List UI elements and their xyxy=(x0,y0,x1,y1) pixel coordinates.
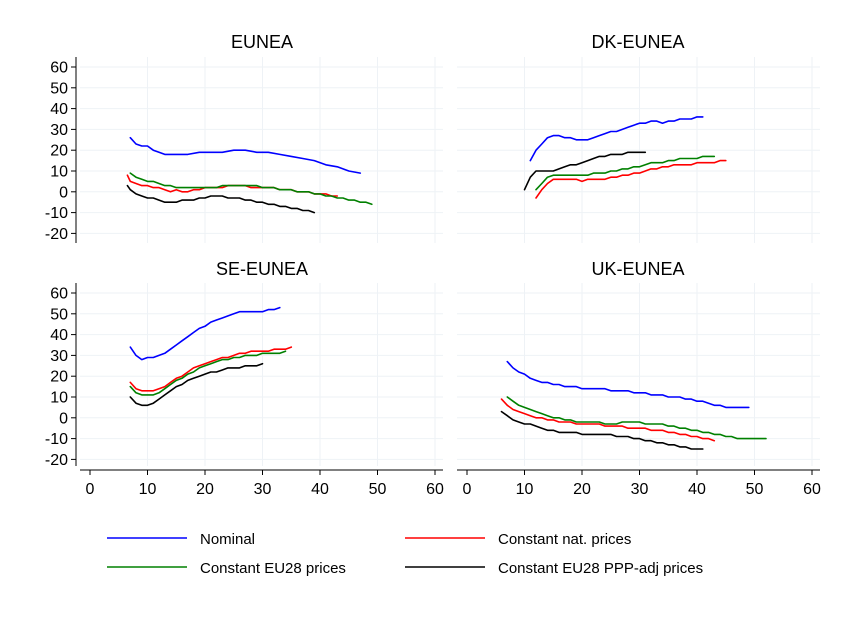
y-tick-label: 40 xyxy=(50,327,68,344)
legend-label: Nominal xyxy=(200,531,255,548)
legend-label: Constant EU28 prices xyxy=(200,560,346,577)
panel-title: UK-EUNEA xyxy=(591,259,684,279)
x-tick-label: 0 xyxy=(86,481,95,498)
legend-label: Constant nat. prices xyxy=(498,531,631,548)
x-tick-label: 50 xyxy=(746,481,764,498)
x-tick-label: 10 xyxy=(139,481,157,498)
y-tick-label: 50 xyxy=(50,306,68,323)
x-tick-label: 30 xyxy=(254,481,272,498)
y-tick-label: 20 xyxy=(50,143,68,160)
x-tick-label: 0 xyxy=(463,481,472,498)
x-tick-label: 30 xyxy=(631,481,649,498)
chart-panel: SE-EUNEA 60 50 40 30 20 10 0 -10 -20 0 10 20 30 40 50 60 xyxy=(45,259,444,498)
y-tick-label: 0 xyxy=(59,410,68,427)
y-tick-label: 60 xyxy=(50,60,68,77)
y-tick-label: 10 xyxy=(50,164,68,181)
panel-title: DK-EUNEA xyxy=(591,32,684,52)
legend-item: Constant nat. prices xyxy=(405,531,631,548)
y-tick-label: -20 xyxy=(45,226,68,243)
y-tick-label: 40 xyxy=(50,101,68,118)
chart-panel: EUNEA 60 50 40 30 20 10 0 -10 -20 xyxy=(45,32,443,243)
series-line xyxy=(129,306,281,361)
y-tick-label: -10 xyxy=(45,205,68,222)
series-line xyxy=(129,362,264,407)
chart-panel: DK-EUNEA xyxy=(457,32,820,243)
panel-title: SE-EUNEA xyxy=(216,259,308,279)
y-tick-label: 0 xyxy=(59,184,68,201)
series-line xyxy=(500,410,704,450)
series-line xyxy=(535,155,716,191)
series-line xyxy=(129,346,293,392)
x-tick-label: 10 xyxy=(516,481,534,498)
y-tick-label: -10 xyxy=(45,431,68,448)
legend-item: Nominal xyxy=(107,531,255,548)
x-tick-label: 20 xyxy=(573,481,591,498)
chart-panel: UK-EUNEA 0 10 20 30 40 50 60 xyxy=(457,259,821,498)
series-line xyxy=(129,172,373,206)
x-tick-label: 50 xyxy=(369,481,387,498)
x-tick-label: 20 xyxy=(196,481,214,498)
legend-item: Constant EU28 prices xyxy=(107,560,346,577)
series-line xyxy=(129,350,287,396)
y-tick-label: -20 xyxy=(45,452,68,469)
x-tick-label: 40 xyxy=(311,481,329,498)
y-tick-label: 30 xyxy=(50,348,68,365)
y-tick-label: 10 xyxy=(50,390,68,407)
panel-title: EUNEA xyxy=(231,32,293,52)
y-tick-label: 20 xyxy=(50,369,68,386)
series-line xyxy=(506,396,767,440)
series-line xyxy=(529,116,704,162)
series-line xyxy=(129,136,362,174)
legend-item: Constant EU28 PPP-adj prices xyxy=(405,560,703,577)
series-line xyxy=(523,151,647,191)
x-tick-label: 60 xyxy=(803,481,821,498)
x-tick-label: 60 xyxy=(426,481,444,498)
legend: Nominal Constant nat. prices Constant EU28… xyxy=(107,531,703,577)
y-tick-label: 60 xyxy=(50,286,68,303)
legend-label: Constant EU28 PPP-adj prices xyxy=(498,560,703,577)
series-line xyxy=(535,159,727,199)
y-tick-label: 50 xyxy=(50,80,68,97)
y-tick-label: 30 xyxy=(50,122,68,139)
series-line xyxy=(500,398,716,442)
series-line xyxy=(126,184,316,214)
series-line xyxy=(506,360,750,409)
x-tick-label: 40 xyxy=(688,481,706,498)
